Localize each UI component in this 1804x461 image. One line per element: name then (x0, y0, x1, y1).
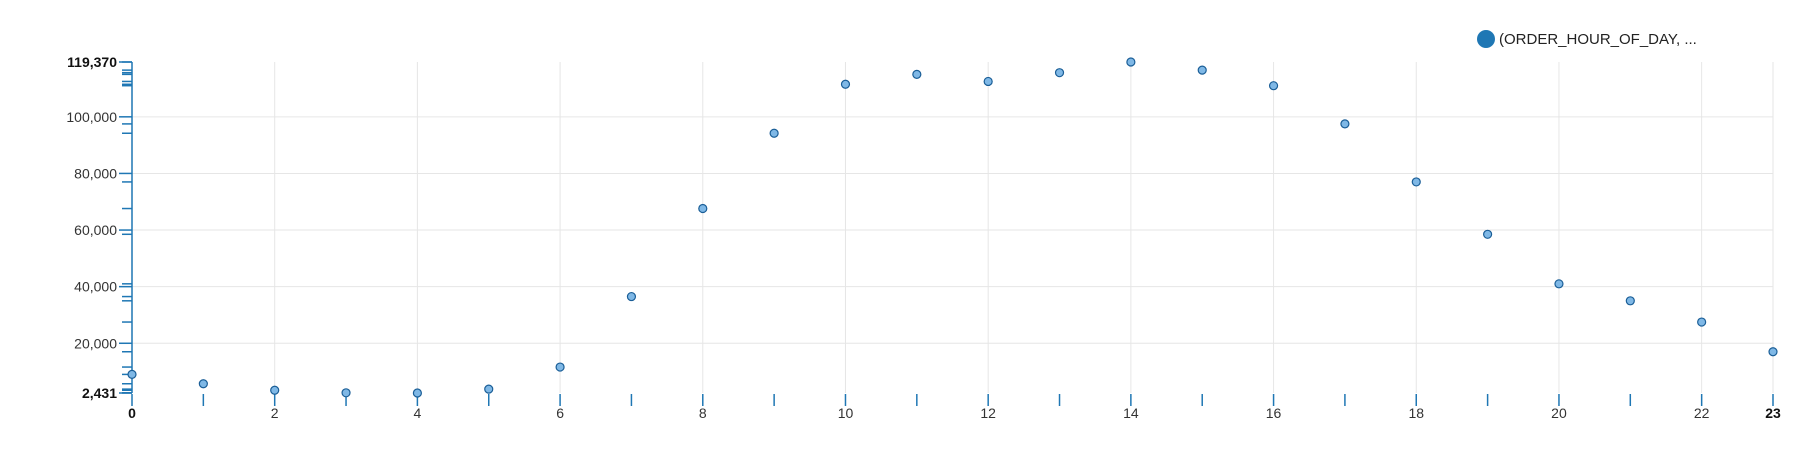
data-point[interactable] (698, 203, 708, 214)
data-point[interactable] (555, 362, 565, 372)
x-tick-label: 0 (128, 405, 136, 421)
x-tick-label: 6 (556, 405, 564, 421)
data-point[interactable] (1197, 65, 1207, 75)
y-tick-label: 80,000 (74, 165, 117, 181)
data-point[interactable] (484, 384, 494, 394)
data-point[interactable] (1625, 296, 1635, 306)
grid-lines (132, 62, 1774, 393)
x-tick-label: 16 (1266, 405, 1282, 421)
y-tick-label: 60,000 (74, 222, 117, 238)
x-tick-label: 4 (413, 405, 421, 421)
x-tick-label: 2 (271, 405, 279, 421)
data-point[interactable] (127, 369, 137, 380)
data-point[interactable] (1126, 57, 1136, 67)
data-points (127, 57, 1778, 398)
data-point[interactable] (983, 76, 993, 87)
y-tick-label: 20,000 (74, 335, 117, 351)
axes: 20,000 40,000 60,000 80,000 100,000 2,431 119,… (66, 54, 1781, 421)
data-point[interactable] (1054, 68, 1065, 78)
data-point[interactable] (840, 79, 851, 89)
y-tick-label: 100,000 (66, 109, 117, 125)
data-point[interactable] (198, 379, 208, 389)
data-point[interactable] (341, 388, 351, 398)
y-tick-label: 40,000 (74, 279, 117, 295)
data-point[interactable] (1554, 279, 1564, 289)
x-tick-label: 20 (1551, 405, 1567, 421)
data-point[interactable] (1268, 81, 1279, 91)
legend[interactable]: (ORDER_HOUR_OF_DAY, ... (1477, 30, 1697, 48)
x-tick-label: 14 (1123, 405, 1139, 421)
data-point[interactable] (1768, 347, 1778, 357)
data-point[interactable] (1483, 229, 1493, 239)
x-tick-label: 18 (1408, 405, 1424, 421)
x-tick-label: 22 (1694, 405, 1710, 421)
data-point[interactable] (769, 128, 779, 138)
data-point[interactable] (412, 388, 422, 398)
data-point[interactable] (270, 385, 280, 395)
data-point[interactable] (626, 291, 637, 302)
x-tick-label: 10 (838, 405, 854, 421)
x-tick-label: 8 (699, 405, 707, 421)
y-extent-label: 119,370 (67, 54, 117, 70)
data-point[interactable] (1411, 177, 1421, 187)
legend-label: (ORDER_HOUR_OF_DAY, ... (1499, 31, 1697, 48)
data-point[interactable] (1340, 119, 1350, 129)
data-point[interactable] (912, 69, 922, 79)
x-tick-label: 23 (1765, 405, 1781, 421)
x-tick-label: 12 (980, 405, 996, 421)
legend-swatch-icon (1477, 30, 1495, 48)
y-extent-label: 2,431 (82, 385, 117, 401)
data-point[interactable] (1697, 317, 1707, 327)
